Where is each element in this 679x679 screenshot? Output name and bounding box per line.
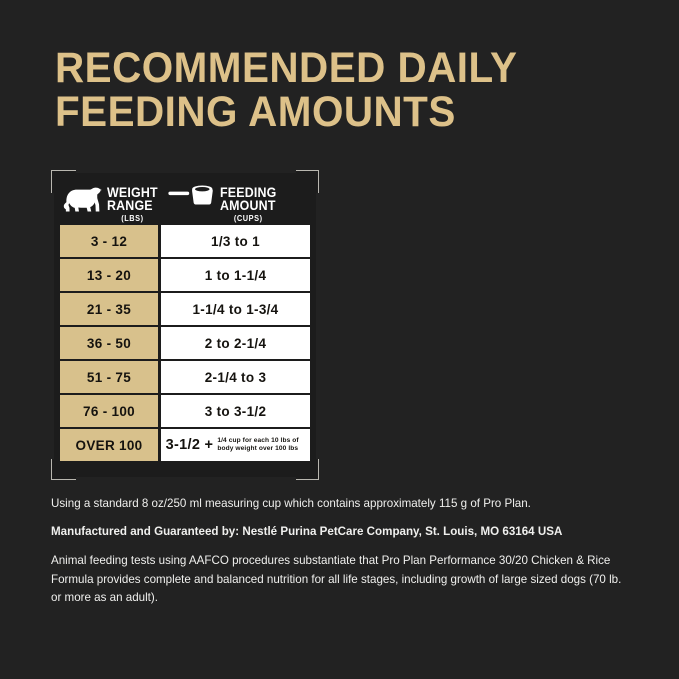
cell-weight-range: 21 - 35 [60, 293, 158, 325]
cell-feeding-amount-note: 1/4 cup for each 10 lbs of body weight o… [217, 436, 299, 452]
cell-weight-range: 36 - 50 [60, 327, 158, 359]
table-row: OVER 100 3-1/2 + 1/4 cup for each 10 lbs… [60, 429, 310, 461]
table-header-row: WEIGHT RANGE (LBS) [60, 177, 310, 225]
table-header-weight-line1: WEIGHT [107, 185, 158, 200]
cell-feeding-amount: 2 to 2-1/4 [161, 327, 310, 359]
measuring-cup-note: Using a standard 8 oz/250 ml measuring c… [51, 497, 531, 510]
cell-feeding-amount: 3 to 3-1/2 [161, 395, 310, 427]
cell-weight-range: 13 - 20 [60, 259, 158, 291]
cell-weight-range: 76 - 100 [60, 395, 158, 427]
aafco-statement: Animal feeding tests using AAFCO procedu… [51, 554, 622, 604]
table-header-amount-label: FEEDING AMOUNT (CUPS) [220, 177, 276, 224]
table-row: 21 - 35 1-1/4 to 1-3/4 [60, 293, 310, 325]
cell-weight-range: 51 - 75 [60, 361, 158, 393]
table-row: 3 - 12 1/3 to 1 [60, 225, 310, 257]
page-title-line-1: RECOMMENDED DAILY [55, 44, 518, 92]
table-row: 36 - 50 2 to 2-1/4 [60, 327, 310, 359]
table-header-weight-unit: (LBS) [121, 214, 144, 223]
table-header-amount-unit: (CUPS) [233, 214, 263, 223]
table-header-weight-label: WEIGHT RANGE (LBS) [107, 177, 158, 224]
cell-feeding-amount: 1/3 to 1 [161, 225, 310, 257]
cell-feeding-amount: 1-1/4 to 1-3/4 [161, 293, 310, 325]
table-header-weight-line2: RANGE [107, 198, 153, 213]
frame-notch-left [49, 193, 54, 459]
table-header-amount-line2: AMOUNT [220, 198, 276, 213]
table-row: 76 - 100 3 to 3-1/2 [60, 395, 310, 427]
table-row: 13 - 20 1 to 1-1/4 [60, 259, 310, 291]
page-title-line-2: FEEDING AMOUNTS [55, 88, 456, 136]
measuring-cup-icon [167, 183, 217, 213]
table-header-amount-line1: FEEDING [220, 185, 277, 200]
cell-feeding-amount-value: 3-1/2 + [165, 437, 214, 453]
footer-notes: Using a standard 8 oz/250 ml measuring c… [51, 496, 641, 608]
frame-notch-right [316, 193, 321, 459]
table-header-weight: WEIGHT RANGE (LBS) [62, 177, 167, 224]
page-title: RECOMMENDED DAILY FEEDING AMOUNTS [55, 46, 615, 134]
cell-weight-range: OVER 100 [60, 429, 158, 461]
frame-notch-top [76, 168, 296, 173]
frame-notch-bottom [76, 477, 296, 482]
table-header-amount: FEEDING AMOUNT (CUPS) [167, 177, 307, 224]
cell-feeding-amount: 2-1/4 to 3 [161, 361, 310, 393]
dog-silhouette-icon [62, 186, 104, 217]
table-body: 3 - 12 1/3 to 1 13 - 20 1 to 1-1/4 21 - … [60, 225, 310, 461]
table-row: 51 - 75 2-1/4 to 3 [60, 361, 310, 393]
cell-feeding-amount: 1 to 1-1/4 [161, 259, 310, 291]
manufacturer-note: Manufactured and Guaranteed by: Nestlé P… [51, 525, 563, 538]
feeding-table: WEIGHT RANGE (LBS) [49, 168, 321, 482]
cell-feeding-amount: 3-1/2 + 1/4 cup for each 10 lbs of body … [161, 429, 310, 461]
cell-weight-range: 3 - 12 [60, 225, 158, 257]
